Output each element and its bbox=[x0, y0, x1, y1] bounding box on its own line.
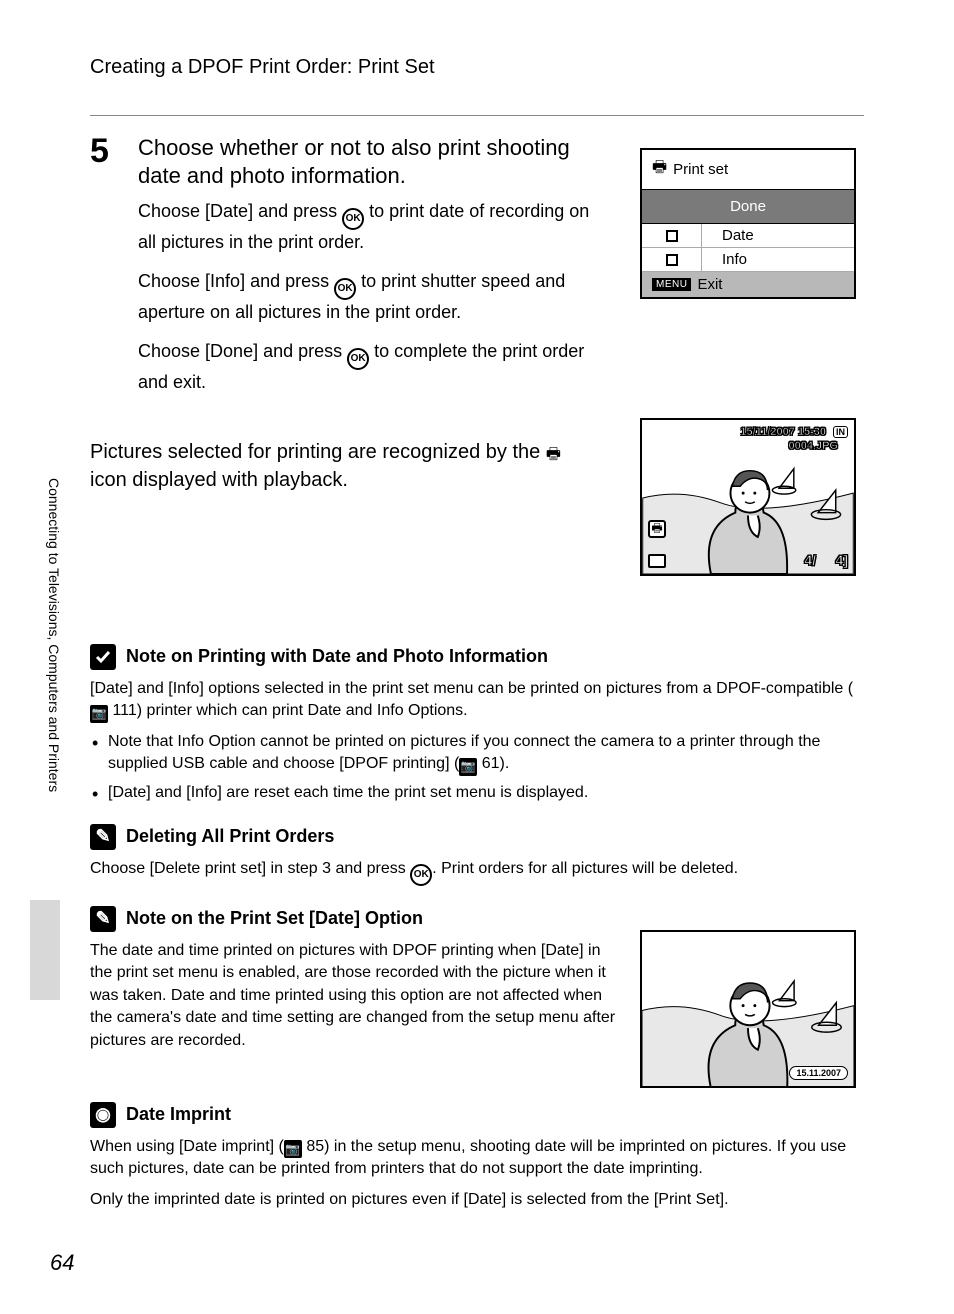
lcd-info-label: Info bbox=[702, 248, 854, 271]
note4-heading: Date Imprint bbox=[126, 1104, 231, 1125]
note2-para-b: . Print orders for all pictures will be … bbox=[432, 860, 738, 877]
playback-count-cur: 4/ bbox=[804, 552, 816, 568]
ok-icon: OK bbox=[334, 278, 356, 300]
pencil-box-icon: ✎ bbox=[90, 906, 116, 932]
step-para-date: Choose [Date] and press OK to print date… bbox=[138, 199, 598, 255]
lcd-printset-title: Print set bbox=[673, 161, 728, 178]
lcd-date-imprint-photo: 15.11.2007 bbox=[640, 930, 856, 1088]
lcd-exit-label: Exit bbox=[697, 276, 722, 293]
note1-ref1: 111 bbox=[112, 702, 136, 719]
note1-bullets: Note that Info Option cannot be printed … bbox=[90, 731, 864, 804]
lcd-printset-screen: 🖶 Print set Done Date Info MENU Exit bbox=[640, 148, 856, 299]
note1-heading: Note on Printing with Date and Photo Inf… bbox=[126, 646, 548, 667]
ok-icon: OK bbox=[410, 864, 432, 886]
playback-para-a: Pictures selected for printing are recog… bbox=[90, 441, 546, 463]
lcd-playback-screen: 15/11/2007 15:30 IN 0004.JPG 4/ 4] 🖶 bbox=[640, 418, 856, 576]
note1-para: [Date] and [Info] options selected in th… bbox=[90, 678, 864, 723]
sidebar-tab bbox=[30, 900, 60, 1000]
playback-print-icon: 🖶 bbox=[648, 520, 666, 538]
playback-battery-icon bbox=[648, 554, 666, 568]
note4-para1-ref: 85 bbox=[306, 1138, 324, 1155]
bulb-box-icon: ◉ bbox=[90, 1102, 116, 1128]
lcd-date-row: Date bbox=[642, 224, 854, 248]
date-stamp-label: 15.11.2007 bbox=[789, 1066, 848, 1080]
playback-timestamp: 15/11/2007 15:30 bbox=[740, 426, 826, 438]
pencil-box-icon: ✎ bbox=[90, 824, 116, 850]
note1-bullet2: [Date] and [Info] are reset each time th… bbox=[90, 782, 864, 804]
date-imprint-illustration bbox=[642, 932, 854, 1087]
lcd-date-label: Date bbox=[702, 224, 854, 247]
playback-count-total: 4] bbox=[836, 552, 848, 568]
step-para-info: Choose [Info] and press OK to print shut… bbox=[138, 269, 598, 325]
playback-recognition-para: Pictures selected for printing are recog… bbox=[90, 438, 590, 494]
camera-ref-icon: 📷 bbox=[90, 705, 108, 723]
note-printing-date-info: Note on Printing with Date and Photo Inf… bbox=[90, 644, 864, 804]
lcd-printset-header: 🖶 Print set bbox=[642, 150, 854, 189]
step-para2-a: Choose [Info] and press bbox=[138, 271, 334, 291]
note4-para2: Only the imprinted date is printed on pi… bbox=[90, 1189, 864, 1211]
lcd-date-checkbox bbox=[642, 224, 702, 247]
playback-in-badge: IN bbox=[833, 426, 848, 438]
checkmark-box-icon bbox=[90, 644, 116, 670]
sidebar-section-label: Connecting to Televisions, Computers and… bbox=[46, 478, 62, 792]
note1-bullet1: Note that Info Option cannot be printed … bbox=[90, 731, 864, 776]
lcd-exit-row: MENU Exit bbox=[642, 272, 854, 297]
step-number: 5 bbox=[90, 134, 120, 168]
note2-para: Choose [Delete print set] in step 3 and … bbox=[90, 858, 864, 886]
camera-ref-icon: 📷 bbox=[284, 1140, 302, 1158]
menu-button-icon: MENU bbox=[652, 278, 691, 291]
print-order-icon: 🖶 bbox=[546, 444, 561, 466]
note4-para1: When using [Date imprint] (📷 85) in the … bbox=[90, 1136, 864, 1181]
note1-bullet1-b: ). bbox=[500, 755, 510, 772]
camera-ref-icon: 📷 bbox=[459, 758, 477, 776]
note4-para1-a: When using [Date imprint] ( bbox=[90, 1138, 284, 1155]
lcd-info-row: Info bbox=[642, 248, 854, 272]
note2-heading: Deleting All Print Orders bbox=[126, 826, 334, 847]
note3-heading-row: ✎ Note on the Print Set [Date] Option bbox=[90, 906, 864, 932]
step-para1-a: Choose [Date] and press bbox=[138, 201, 342, 221]
ok-icon: OK bbox=[342, 208, 364, 230]
lcd-info-checkbox bbox=[642, 248, 702, 271]
step-para-done: Choose [Done] and press OK to complete t… bbox=[138, 339, 598, 395]
page-number: 64 bbox=[50, 1250, 74, 1276]
note-date-imprint: ◉ Date Imprint When using [Date imprint]… bbox=[90, 1102, 864, 1211]
note2-para-a: Choose [Delete print set] in step 3 and … bbox=[90, 860, 410, 877]
note1-bullet1-ref: 61 bbox=[482, 755, 500, 772]
note3-heading: Note on the Print Set [Date] Option bbox=[126, 908, 423, 929]
note-deleting-print-orders: ✎ Deleting All Print Orders Choose [Dele… bbox=[90, 824, 864, 886]
note1-para-a: [Date] and [Info] options selected in th… bbox=[90, 680, 853, 697]
step-para3-a: Choose [Done] and press bbox=[138, 341, 347, 361]
note4-heading-row: ◉ Date Imprint bbox=[90, 1102, 864, 1128]
ok-icon: OK bbox=[347, 348, 369, 370]
note1-para-b: ) printer which can print Date and Info … bbox=[137, 702, 468, 719]
print-icon: 🖶 bbox=[652, 156, 667, 183]
note1-heading-row: Note on Printing with Date and Photo Inf… bbox=[90, 644, 864, 670]
page-header-title: Creating a DPOF Print Order: Print Set bbox=[90, 56, 864, 79]
header-rule bbox=[90, 115, 864, 116]
playback-filename: 0004.JPG bbox=[788, 440, 838, 452]
note3-para: The date and time printed on pictures wi… bbox=[90, 940, 620, 1052]
step-heading: Choose whether or not to also print shoo… bbox=[138, 134, 608, 189]
lcd-done-row: Done bbox=[642, 189, 854, 224]
note2-heading-row: ✎ Deleting All Print Orders bbox=[90, 824, 864, 850]
playback-para-b: icon displayed with playback. bbox=[90, 469, 348, 491]
